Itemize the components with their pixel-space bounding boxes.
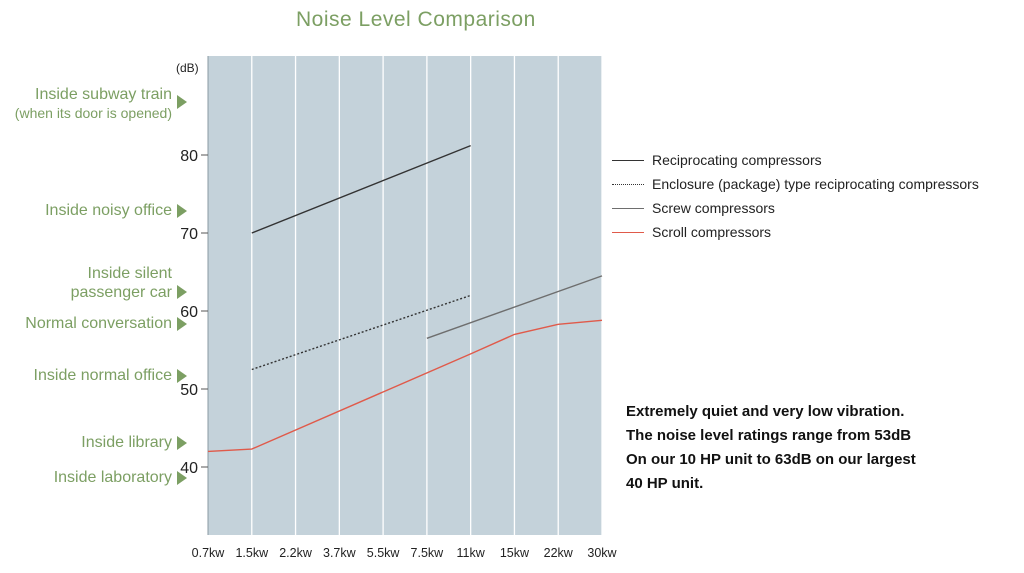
y-tick-label: 60 <box>180 304 198 321</box>
legend-swatch <box>612 207 644 209</box>
grid-lines <box>251 56 603 535</box>
series-lines <box>207 144 603 453</box>
series-line <box>207 319 603 453</box>
legend-swatch <box>612 183 644 185</box>
y-tick-label: 50 <box>180 382 198 399</box>
legend-item: Reciprocating compressors <box>612 148 979 172</box>
legend-swatch <box>612 159 644 161</box>
note-line: Extremely quiet and very low vibration. <box>626 403 905 420</box>
y-axis-label: (dB) <box>176 61 199 75</box>
pointer-arrow-icon <box>177 369 187 383</box>
reference-label: Inside normal office <box>34 366 172 385</box>
reference-label-line: Inside library <box>81 434 172 451</box>
legend: Reciprocating compressors Enclosure (pack… <box>612 148 979 244</box>
x-tick-label: 5.5kw <box>367 546 401 560</box>
note-line: The noise level ratings range from 53dB <box>626 427 912 444</box>
reference-label: Inside subway train (when its door is ope… <box>15 85 172 123</box>
plot-area <box>208 56 602 535</box>
reference-label: Inside library <box>81 433 172 452</box>
reference-label-line: Inside silent <box>87 265 173 282</box>
y-tick-label: 70 <box>180 226 198 243</box>
x-tick-label: 7.5kw <box>411 546 445 560</box>
pointer-arrow-icon <box>177 95 187 109</box>
legend-label: Reciprocating compressors <box>652 152 822 168</box>
chart-title: Noise Level Comparison <box>296 8 536 31</box>
legend-swatch <box>612 231 644 233</box>
x-tick-label: 30kw <box>587 546 617 560</box>
pointer-arrow-icon <box>177 204 187 218</box>
reference-label: Inside noisy office <box>45 201 172 220</box>
pointer-arrow-icon <box>177 436 187 450</box>
x-tick-label: 11kw <box>457 546 486 560</box>
series-line <box>426 275 603 339</box>
reference-label-line: Normal conversation <box>25 315 172 332</box>
reference-label: Normal conversation <box>25 314 172 333</box>
x-tick-label: 0.7kw <box>192 546 226 560</box>
x-tick-label: 2.2kw <box>279 546 313 560</box>
reference-label-line: Inside normal office <box>33 367 172 384</box>
pointer-arrow-icon <box>177 285 187 299</box>
note-line: On our 10 HP unit to 63dB on our largest <box>626 451 916 468</box>
series-line <box>251 144 471 234</box>
x-tick-label: 15kw <box>500 546 530 560</box>
legend-item: Screw compressors <box>612 196 979 220</box>
note-line: 40 HP unit. <box>626 475 704 492</box>
reference-label-line: Inside laboratory <box>53 469 172 486</box>
series-line <box>251 294 471 371</box>
legend-label: Screw compressors <box>652 200 775 216</box>
reference-label-line: Inside subway train <box>35 86 172 103</box>
reference-label: Inside laboratory <box>54 468 172 487</box>
x-tick-label: 1.5kw <box>235 546 269 560</box>
reference-label-line: (when its door is opened) <box>14 105 172 121</box>
pointer-arrow-icon <box>177 471 187 485</box>
y-tick-label: 80 <box>180 148 198 165</box>
legend-item: Enclosure (package) type reciprocating c… <box>612 172 979 196</box>
description-note: Extremely quiet and very low vibration. T… <box>626 400 1016 496</box>
pointer-arrow-icon <box>177 317 187 331</box>
x-tick-label: 22kw <box>544 546 574 560</box>
reference-label-line: Inside noisy office <box>45 202 172 219</box>
legend-item: Scroll compressors <box>612 220 979 244</box>
reference-label: Inside silent passenger car <box>71 264 172 302</box>
legend-label: Enclosure (package) type reciprocating c… <box>652 176 979 192</box>
legend-label: Scroll compressors <box>652 224 772 240</box>
reference-label-line: passenger car <box>70 284 172 301</box>
x-tick-label: 3.7kw <box>323 546 357 560</box>
